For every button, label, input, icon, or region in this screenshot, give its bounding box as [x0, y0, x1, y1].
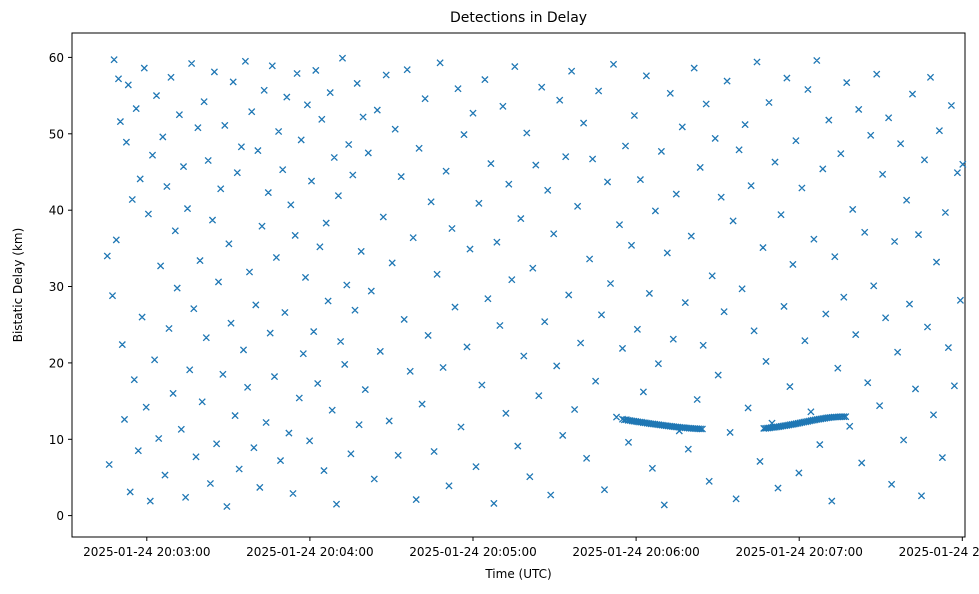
y-tick-label: 10 — [49, 433, 64, 447]
data-points-group — [103, 54, 967, 511]
y-tick-label: 20 — [49, 356, 64, 370]
y-tick-label: 0 — [56, 509, 64, 523]
scatter-series-track-2 — [760, 413, 850, 432]
scatter-series-background-detections — [103, 54, 967, 511]
x-tick-label: 2025-01-24 20:06:00 — [572, 545, 699, 559]
x-axis-label: Time (UTC) — [484, 567, 551, 581]
x-tick-label: 2025-01-24 20:07:00 — [735, 545, 862, 559]
y-axis-label: Bistatic Delay (km) — [11, 228, 25, 343]
x-tick-label: 2025-01-24 20:04:00 — [246, 545, 373, 559]
y-tick-group: 0 10 20 30 40 50 60 — [49, 51, 72, 523]
x-tick-label: 2025-01-24 20:08:00 — [899, 545, 979, 559]
scatter-series-track-1 — [618, 415, 706, 433]
y-tick-label: 30 — [49, 280, 64, 294]
y-tick-label: 60 — [49, 51, 64, 65]
x-tick-group: 2025-01-24 20:03:00 2025-01-24 20:04:00 20… — [83, 537, 979, 559]
y-tick-label: 50 — [49, 127, 64, 141]
plot-border — [71, 32, 966, 538]
y-tick-label: 40 — [49, 204, 64, 218]
chart-title: Detections in Delay — [450, 10, 587, 26]
x-tick-label: 2025-01-24 20:05:00 — [409, 545, 536, 559]
x-tick-label: 2025-01-24 20:03:00 — [83, 545, 210, 559]
